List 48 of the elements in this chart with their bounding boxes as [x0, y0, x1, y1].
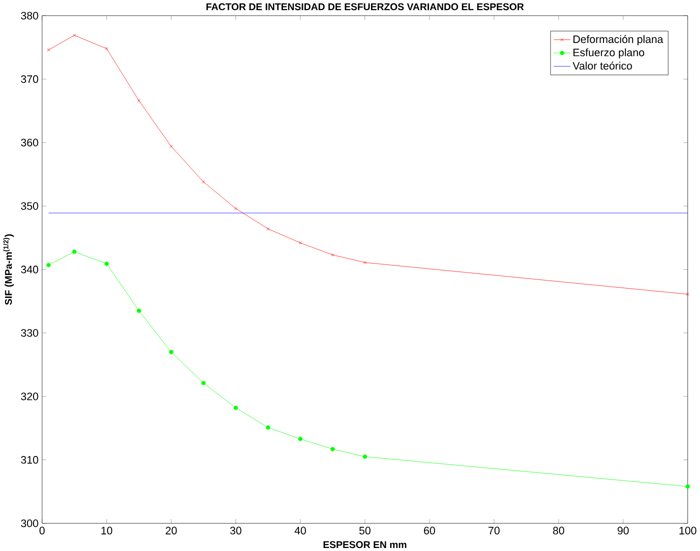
y-axis-title: SIF (MPa-m$^{(1/2)}$) — [3, 234, 14, 305]
y-tick-label: 340 — [21, 265, 38, 274]
point — [105, 46, 108, 50]
y-tick-label: 320 — [21, 392, 38, 400]
x-tick-label: 100 — [680, 526, 696, 534]
point — [686, 484, 690, 488]
x-tick-label: 50 — [359, 526, 370, 534]
y-tick-label: 380 — [21, 12, 38, 20]
x-tick-label: 90 — [618, 526, 629, 534]
x-tick-label: 0 — [40, 526, 45, 534]
point — [266, 425, 270, 430]
legend-label: Esfuerzo plano — [573, 48, 644, 58]
point — [234, 206, 238, 210]
point — [46, 262, 51, 268]
legend-label: Deformación plana — [573, 34, 664, 45]
point — [331, 253, 334, 256]
point — [298, 241, 302, 244]
x-tick-label: 70 — [488, 526, 500, 534]
point — [136, 308, 142, 313]
point — [170, 144, 173, 148]
x-tick-label: 60 — [424, 526, 436, 534]
point — [202, 180, 206, 184]
chart-title: FACTOR DE INTENSIDAD DE ESFUERZOS VARIANDO EL ESPESOR — [206, 3, 524, 10]
point — [72, 249, 77, 254]
x-tick-label: 10 — [101, 526, 112, 534]
y-tick-label: 370 — [21, 75, 38, 83]
point — [266, 227, 270, 230]
point — [234, 405, 238, 410]
point — [362, 454, 368, 459]
point — [137, 98, 141, 102]
legend-label: Valor teórico — [572, 61, 632, 70]
x-tick-label: 40 — [294, 526, 306, 534]
x-tick-label: 30 — [230, 526, 242, 534]
point — [169, 350, 174, 354]
y-tick-label: 300 — [21, 519, 38, 527]
y-tick-label: 310 — [21, 456, 38, 464]
x-tick-label: 20 — [166, 526, 177, 534]
point — [104, 261, 109, 266]
x-axis-title: ESPESOR EN mm — [324, 540, 406, 548]
point — [298, 436, 302, 441]
y-tick-label: 360 — [21, 138, 38, 146]
point — [363, 260, 366, 264]
y-tick-label: 330 — [21, 328, 38, 337]
point — [201, 380, 206, 386]
point — [330, 446, 335, 452]
y-tick-label: 350 — [21, 202, 38, 210]
x-tick-label: 80 — [553, 526, 564, 534]
point — [72, 34, 76, 37]
